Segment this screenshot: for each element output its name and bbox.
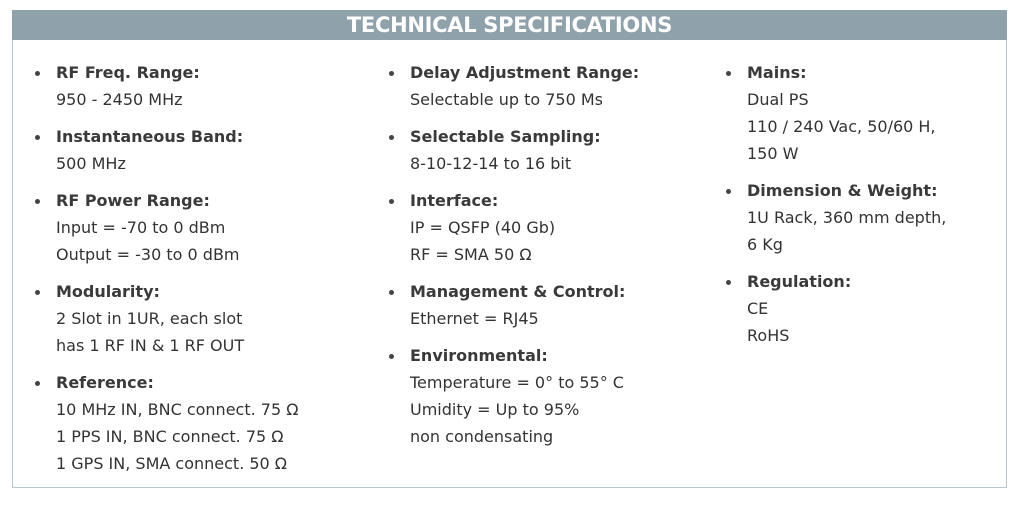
bullet: [389, 354, 394, 359]
spec-value: RF = SMA 50 Ω: [410, 245, 532, 264]
spec-value: has 1 RF IN & 1 RF OUT: [56, 336, 245, 355]
spec-label: Regulation:: [747, 272, 852, 291]
bullet: [726, 280, 731, 285]
bullet: [389, 199, 394, 204]
spec-value: non condensating: [410, 427, 554, 446]
spec-label: Interface:: [410, 191, 499, 210]
spec-label: Delay Adjustment Range:: [410, 63, 640, 82]
spec-value: RoHS: [747, 326, 790, 345]
spec-value: IP = QSFP (40 Gb): [410, 218, 556, 237]
spec-value: Ethernet = RJ45: [410, 309, 539, 328]
spec-value: Dual PS: [747, 90, 809, 109]
bullet: [35, 71, 40, 76]
bullet: [35, 381, 40, 386]
spec-label: Dimension & Weight:: [747, 181, 938, 200]
spec-value: Umidity = Up to 95%: [410, 400, 580, 419]
spec-label: Selectable Sampling:: [410, 127, 601, 146]
spec-value: 1 GPS IN, SMA connect. 50 Ω: [56, 454, 288, 473]
spec-value: CE: [747, 299, 769, 318]
spec-label: RF Freq. Range:: [56, 63, 200, 82]
spec-label: Reference:: [56, 373, 154, 392]
spec-value: 1U Rack, 360 mm depth,: [747, 208, 947, 227]
bullet: [726, 71, 731, 76]
spec-value: 150 W: [747, 144, 799, 163]
spec-label: RF Power Range:: [56, 191, 210, 210]
bullet: [726, 189, 731, 194]
spec-value: 6 Kg: [747, 235, 783, 254]
spec-label: Management & Control:: [410, 282, 626, 301]
bullet: [35, 290, 40, 295]
spec-value: Output = -30 to 0 dBm: [56, 245, 240, 264]
header-title: TECHNICAL SPECIFICATIONS: [12, 10, 1007, 40]
spec-label: Mains:: [747, 63, 807, 82]
bullet: [35, 135, 40, 140]
spec-value: Selectable up to 750 Ms: [410, 90, 603, 109]
bullet: [389, 290, 394, 295]
spec-value: Input = -70 to 0 dBm: [56, 218, 226, 237]
bullet: [389, 135, 394, 140]
bullet: [35, 199, 40, 204]
spec-value: Temperature = 0° to 55° C: [410, 373, 624, 392]
spec-label: Instantaneous Band:: [56, 127, 244, 146]
spec-label: Environmental:: [410, 346, 548, 365]
bullet: [389, 71, 394, 76]
spec-value: 110 / 240 Vac, 50/60 H,: [747, 117, 936, 136]
spec-value: 8-10-12-14 to 16 bit: [410, 154, 572, 173]
spec-label: Modularity:: [56, 282, 160, 301]
spec-value: 10 MHz IN, BNC connect. 75 Ω: [56, 400, 299, 419]
spec-value: 1 PPS IN, BNC connect. 75 Ω: [56, 427, 284, 446]
spec-value: 2 Slot in 1UR, each slot: [56, 309, 243, 328]
spec-value: 500 MHz: [56, 154, 126, 173]
spec-value: 950 - 2450 MHz: [56, 90, 183, 109]
